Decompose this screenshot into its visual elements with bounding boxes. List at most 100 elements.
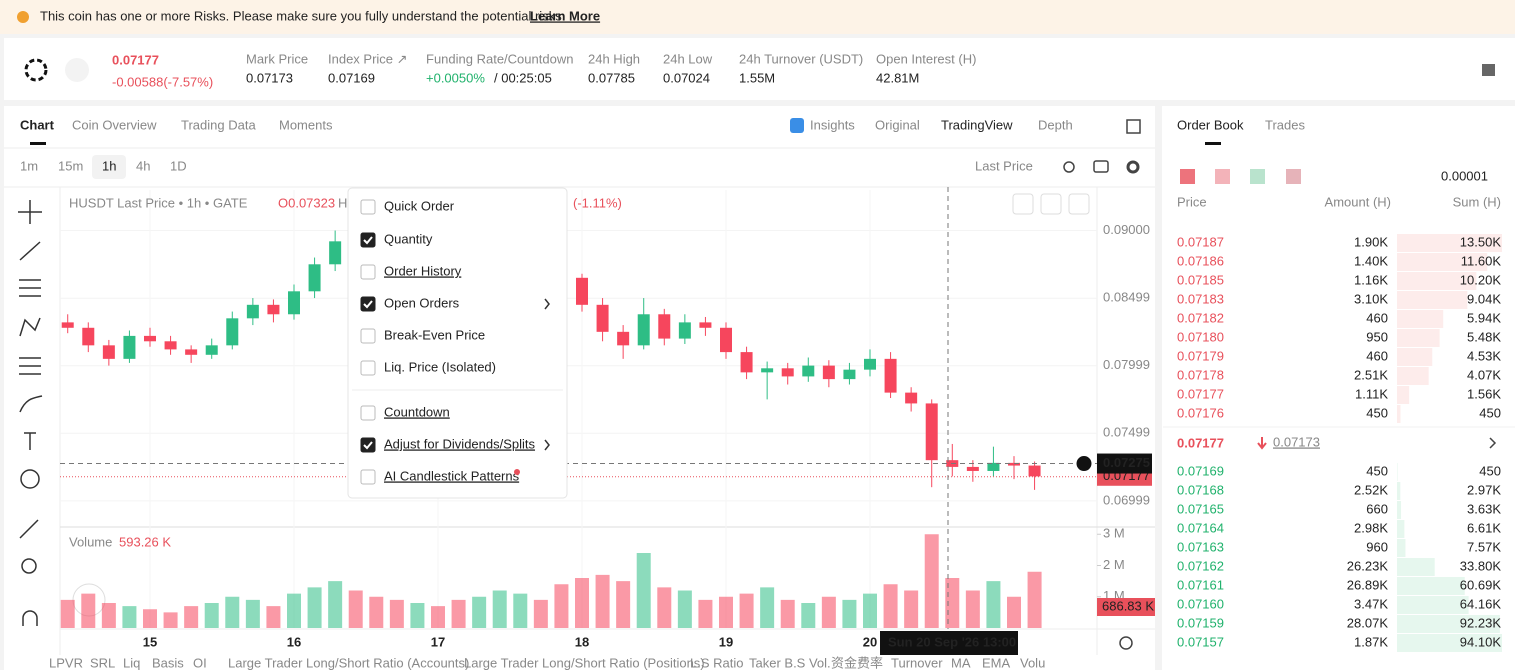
checkbox[interactable] bbox=[360, 328, 376, 344]
line-tool[interactable] bbox=[19, 241, 41, 261]
interval-button[interactable]: 1D bbox=[170, 158, 187, 173]
chart-settings[interactable] bbox=[1119, 636, 1133, 650]
precision-select[interactable]: 0.00001 bbox=[1441, 168, 1488, 183]
camera-icon[interactable] bbox=[1093, 160, 1109, 173]
layout-button[interactable] bbox=[1180, 169, 1195, 184]
ob-price: 0.07162 bbox=[1177, 558, 1224, 573]
volume-bar bbox=[204, 603, 219, 628]
learn-more-link[interactable]: Learn More bbox=[530, 8, 600, 23]
ob-amount: 450 bbox=[1366, 463, 1388, 478]
menu-item[interactable]: Countdown bbox=[384, 404, 450, 419]
ob-amount: 3.47K bbox=[1354, 596, 1388, 611]
volume-bar bbox=[60, 599, 75, 628]
search-icon[interactable] bbox=[1063, 161, 1075, 173]
menu-item[interactable]: Adjust for Dividends/Splits bbox=[384, 436, 536, 451]
indicator-tab[interactable]: SRL bbox=[90, 655, 115, 670]
chart-tab[interactable]: Coin Overview bbox=[72, 117, 157, 132]
add-alert-button[interactable] bbox=[1075, 455, 1093, 473]
book-icon[interactable] bbox=[1482, 64, 1495, 76]
price-type-select[interactable]: Last Price bbox=[975, 158, 1033, 173]
indicator-tab[interactable]: 资金费率 bbox=[831, 655, 883, 670]
interval-button[interactable]: 4h bbox=[136, 158, 150, 173]
crosshair-tool[interactable] bbox=[18, 200, 42, 224]
checkbox[interactable] bbox=[360, 437, 376, 453]
checkbox[interactable] bbox=[360, 296, 376, 312]
checkbox[interactable] bbox=[360, 232, 376, 248]
measure-tool[interactable] bbox=[19, 519, 39, 539]
ob-amount: 1.90K bbox=[1354, 234, 1388, 249]
projection-tool[interactable] bbox=[19, 357, 41, 375]
interval-button[interactable]: 1m bbox=[20, 158, 38, 173]
volume-tick-label: 3 M bbox=[1103, 526, 1125, 541]
y-tick-label: 0.07499 bbox=[1103, 425, 1150, 440]
indicator-tab[interactable]: Volu bbox=[1020, 655, 1045, 670]
ob-price: 0.07157 bbox=[1177, 634, 1224, 649]
ob-sum: 7.57K bbox=[1467, 539, 1501, 554]
magnet-tool[interactable] bbox=[22, 610, 38, 626]
window-icon[interactable] bbox=[1126, 119, 1141, 134]
expand-arrow[interactable] bbox=[1489, 437, 1497, 449]
view-tab[interactable]: Depth bbox=[1038, 117, 1073, 132]
menu-item[interactable]: Quick Order bbox=[384, 198, 455, 213]
chart-control[interactable] bbox=[1068, 193, 1090, 215]
menu-item[interactable]: Quantity bbox=[384, 231, 433, 246]
chart-tab[interactable]: Trading Data bbox=[181, 117, 256, 132]
checkbox[interactable] bbox=[360, 199, 376, 215]
indicator-tab[interactable]: Large Trader Long/Short Ratio (Accounts) bbox=[228, 655, 469, 670]
checkbox[interactable] bbox=[360, 405, 376, 421]
indicator-tab[interactable]: Turnover bbox=[891, 655, 943, 670]
layout-button[interactable] bbox=[1215, 169, 1230, 184]
indicator-tab[interactable]: LPVR bbox=[49, 655, 83, 670]
ob-sum: 13.50K bbox=[1460, 234, 1502, 249]
ob-price: 0.07187 bbox=[1177, 234, 1224, 249]
menu-item[interactable]: Order History bbox=[384, 263, 462, 278]
indicator-tab[interactable]: Taker B.S Vol. bbox=[749, 655, 831, 670]
chart-control[interactable] bbox=[1012, 193, 1034, 215]
interval-button[interactable]: 1h bbox=[102, 158, 116, 173]
view-tab[interactable]: TradingView bbox=[941, 117, 1013, 132]
ob-sum: 60.69K bbox=[1460, 577, 1502, 592]
indicator-tab[interactable]: Large Trader Long/Short Ratio (Positions… bbox=[464, 655, 705, 670]
checkbox[interactable] bbox=[360, 264, 376, 280]
indicator-tab[interactable]: Basis bbox=[152, 655, 184, 670]
layout-button[interactable] bbox=[1286, 169, 1301, 184]
layout-button[interactable] bbox=[1250, 169, 1265, 184]
brush-tool[interactable] bbox=[19, 395, 43, 413]
menu-item[interactable]: Open Orders bbox=[384, 295, 460, 310]
checkbox[interactable] bbox=[360, 469, 376, 485]
menu-item[interactable]: Break-Even Price bbox=[384, 327, 485, 342]
interval-button[interactable]: 15m bbox=[58, 158, 83, 173]
ob-tab[interactable]: Order Book bbox=[1177, 117, 1244, 132]
ob-amount: 1.16K bbox=[1354, 272, 1388, 287]
ob-header: Sum (H) bbox=[1453, 194, 1501, 209]
chart-control[interactable] bbox=[1040, 193, 1062, 215]
view-tab[interactable]: Insights bbox=[810, 117, 855, 132]
favorite-button[interactable] bbox=[65, 58, 89, 82]
indicator-tab[interactable]: EMA bbox=[982, 655, 1011, 670]
volume-bar bbox=[287, 593, 301, 628]
legend-high: H bbox=[338, 195, 347, 210]
indicator-tab[interactable]: L.S Ratio bbox=[690, 655, 743, 670]
checkbox[interactable] bbox=[360, 360, 376, 376]
ob-tab[interactable]: Trades bbox=[1265, 117, 1305, 132]
chart-tab[interactable]: Chart bbox=[20, 117, 55, 132]
last-price: 0.07177 bbox=[112, 52, 159, 67]
view-tab[interactable]: Original bbox=[875, 117, 920, 132]
pattern-tool[interactable] bbox=[19, 317, 41, 337]
candle-body bbox=[288, 291, 300, 315]
ob-sum: 1.56K bbox=[1467, 386, 1501, 401]
menu-item[interactable]: Liq. Price (Isolated) bbox=[384, 359, 496, 374]
indicator-tab[interactable]: Liq bbox=[123, 655, 140, 670]
candle-body bbox=[843, 369, 856, 380]
text-tool[interactable] bbox=[24, 432, 36, 450]
menu-item[interactable]: AI Candlestick Patterns bbox=[384, 468, 520, 483]
mid-price: 0.07177 bbox=[1177, 435, 1224, 450]
settings-icon[interactable] bbox=[1126, 160, 1140, 174]
zoom-tool[interactable] bbox=[21, 558, 37, 574]
ob-price: 0.07161 bbox=[1177, 577, 1224, 592]
emoji-tool[interactable] bbox=[20, 469, 40, 489]
indicator-tab[interactable]: MA bbox=[951, 655, 971, 670]
chart-tab[interactable]: Moments bbox=[279, 117, 333, 132]
indicator-tab[interactable]: OI bbox=[193, 655, 207, 670]
fib-tool[interactable] bbox=[19, 279, 41, 297]
